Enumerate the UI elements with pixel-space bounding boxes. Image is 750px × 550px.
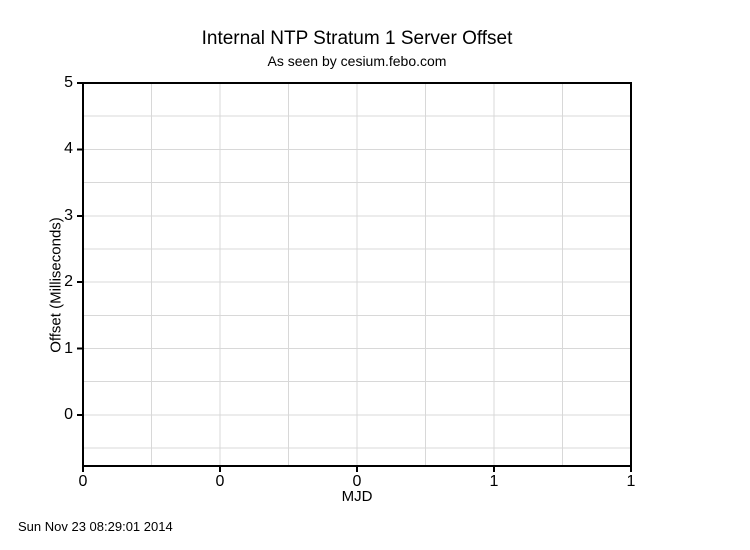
y-tick-label: 0 [64,405,73,423]
y-tick-label: 5 [64,74,73,91]
x-tick-label: 0 [78,473,88,490]
y-tick-label: 3 [64,206,73,224]
x-tick-label: 0 [215,473,225,490]
x-tick-label: 1 [626,473,636,490]
y-tick-label: 1 [64,339,73,357]
plot-area [83,83,631,466]
y-tick-label: 4 [64,140,73,158]
x-tick-label: 1 [489,473,499,490]
x-axis-label: MJD [341,488,373,505]
y-tick-label: 2 [64,273,73,291]
plot-timestamp: Sun Nov 23 08:29:01 2014 [18,519,173,534]
x-tick-label: 0 [352,473,362,490]
chart-title: Internal NTP Stratum 1 Server Offset [201,28,513,49]
chart-subtitle: As seen by cesium.febo.com [267,53,447,69]
